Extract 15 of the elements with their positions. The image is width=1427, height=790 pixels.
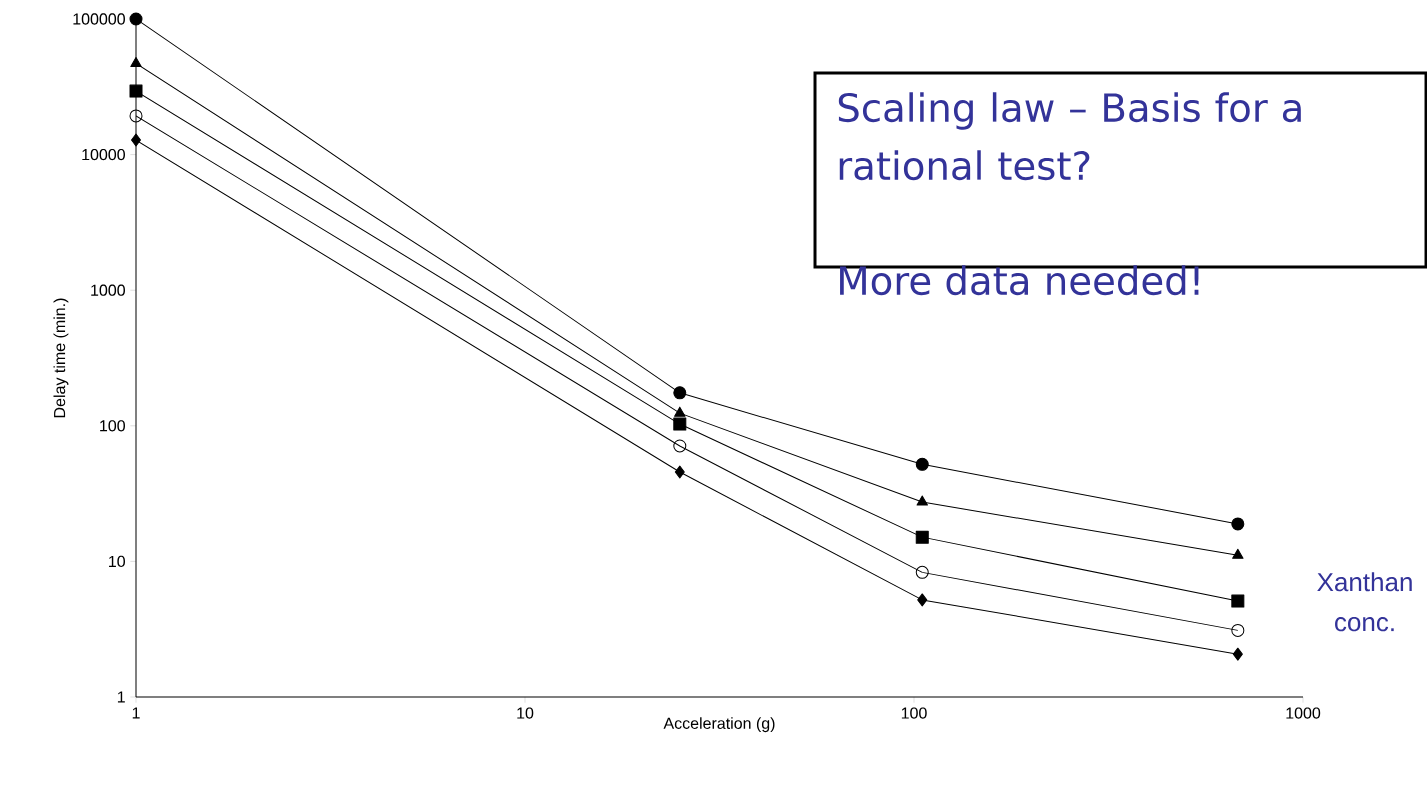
x-tick-label: 1000: [1286, 707, 1321, 719]
x-tick-label: 1: [132, 707, 140, 719]
y-tick-label: 10: [109, 555, 126, 568]
annotation: Scaling law – Basis for a rational test?: [838, 92, 1301, 181]
y-axis-title: Delay time (min.): [53, 298, 69, 418]
y-tick-label: 10000: [82, 148, 125, 161]
x-tick-label: 100: [901, 707, 927, 719]
x-axis-title: Acceleration (g): [663, 717, 775, 733]
annotation: More data needed!: [840, 265, 1199, 296]
y-tick-label: 1: [117, 691, 125, 703]
x-tick-label: 10: [517, 707, 534, 719]
y-tick-label: 1000: [91, 284, 125, 296]
y-tick-label: 100: [100, 420, 125, 432]
text: Xanthan conc.: [1317, 572, 1412, 632]
y-tick-label: 100000: [73, 13, 125, 25]
